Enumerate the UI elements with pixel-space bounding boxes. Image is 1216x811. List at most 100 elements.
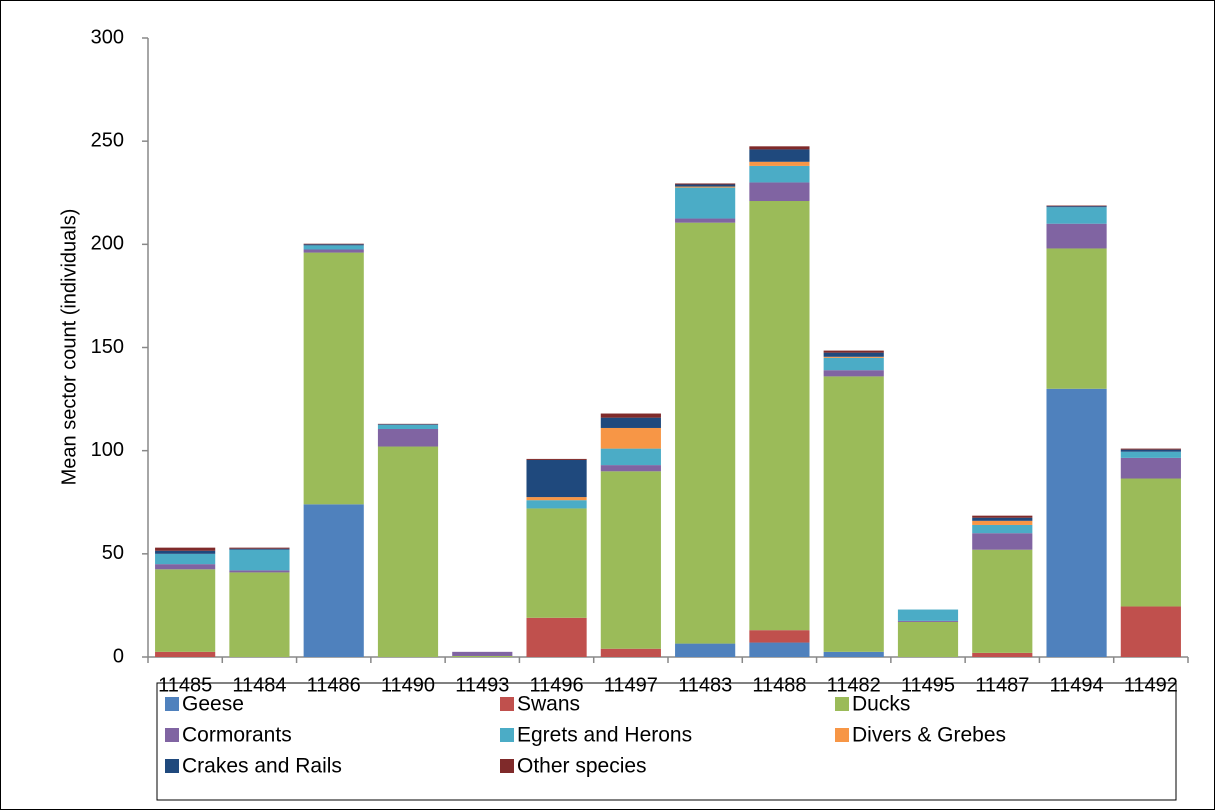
legend-swatch xyxy=(500,697,514,711)
x-tick-label: 11494 xyxy=(1050,674,1104,696)
bar-segment xyxy=(972,652,1033,657)
bar-segment xyxy=(600,648,661,657)
x-tick-label: 11490 xyxy=(381,674,435,696)
bar-segment xyxy=(229,547,290,549)
x-tick-label: 11492 xyxy=(1124,674,1178,696)
legend-text: Crakes and Rails xyxy=(182,755,342,778)
y-tick-label: 100 xyxy=(91,439,124,461)
bar-segment xyxy=(155,569,216,652)
y-tick-label: 200 xyxy=(91,233,124,255)
bar-segment xyxy=(749,165,810,183)
bar-segment xyxy=(303,249,364,253)
bar-segment xyxy=(1120,478,1181,607)
bar-segment xyxy=(155,553,216,565)
bar-segment xyxy=(600,417,661,428)
bar-segment xyxy=(229,572,290,657)
bar-segment xyxy=(749,630,810,643)
bar-segment xyxy=(303,252,364,505)
bar-segment xyxy=(600,413,661,418)
bar-segment xyxy=(675,643,736,657)
bar-segment xyxy=(897,620,959,622)
bar-segment xyxy=(229,548,290,550)
legend-swatch xyxy=(835,697,849,711)
bar-segment xyxy=(377,429,439,447)
bar-segment xyxy=(155,547,216,551)
bar-segment xyxy=(823,370,884,377)
bar-segment xyxy=(229,570,290,573)
bar-segment xyxy=(1046,388,1107,657)
legend-text: Other species xyxy=(517,755,647,778)
bar-segment xyxy=(526,458,587,460)
bar-segment xyxy=(1046,223,1107,249)
bar-segment xyxy=(600,427,661,449)
bar-segment xyxy=(749,149,810,162)
bar-segment xyxy=(1120,606,1181,657)
bar-segment xyxy=(823,376,884,652)
bar-segment xyxy=(452,651,513,656)
legend-box xyxy=(156,682,1177,801)
legend-swatch xyxy=(835,728,849,742)
bar-segment xyxy=(823,356,884,358)
x-tick-label: 11483 xyxy=(678,674,732,696)
bar-segment xyxy=(526,617,587,657)
legend-swatch xyxy=(165,697,179,711)
bar-segment xyxy=(823,651,884,657)
legend-swatch xyxy=(500,728,514,742)
bar-segment xyxy=(749,201,810,631)
bar-segment xyxy=(1046,248,1107,389)
bar-segment xyxy=(229,549,290,571)
y-tick-label: 0 xyxy=(113,645,124,667)
bar-segment xyxy=(897,609,959,621)
bar-segment xyxy=(1120,457,1181,479)
y-tick-label: 300 xyxy=(91,26,124,48)
bar-segment xyxy=(749,182,810,202)
bar-segment xyxy=(675,184,736,187)
bar-segment xyxy=(972,515,1033,518)
bar-segment xyxy=(972,549,1033,653)
y-tick-label: 150 xyxy=(91,336,124,358)
bar-segment xyxy=(823,352,884,357)
bar-segment xyxy=(749,146,810,150)
x-tick-label: 11487 xyxy=(975,674,1029,696)
bar-segment xyxy=(452,655,513,657)
bar-segment xyxy=(155,651,216,657)
bar-segment xyxy=(1120,451,1181,458)
y-axis-label: Mean sector count (individuals) xyxy=(58,209,80,486)
bar-segment xyxy=(749,161,810,166)
legend-text: Cormorants xyxy=(182,724,292,747)
x-tick-label: 11485 xyxy=(158,674,212,696)
bar-segment xyxy=(972,524,1033,534)
x-tick-label: 11488 xyxy=(752,674,806,696)
bar-segment xyxy=(155,550,216,554)
bar-segment xyxy=(377,424,439,425)
bar-segment xyxy=(1046,207,1107,224)
legend-text: Ducks xyxy=(852,693,910,716)
bar-segment xyxy=(1120,449,1181,452)
bar-segment xyxy=(1120,448,1181,450)
bar-segment xyxy=(377,446,439,657)
bar-segment xyxy=(600,465,661,472)
bar-segment xyxy=(675,218,736,223)
x-tick-label: 11495 xyxy=(901,674,955,696)
legend-text: Swans xyxy=(517,693,580,716)
legend-swatch xyxy=(500,759,514,773)
bar-segment xyxy=(600,471,661,649)
bar-segment xyxy=(749,642,810,657)
bar-segment xyxy=(526,508,587,618)
bar-segment xyxy=(1046,206,1107,208)
bar-segment xyxy=(600,448,661,466)
bar-segment xyxy=(155,564,216,570)
bar-segment xyxy=(303,245,364,250)
x-tick-label: 11497 xyxy=(604,674,658,696)
x-tick-label: 11482 xyxy=(827,674,881,696)
y-tick-label: 50 xyxy=(102,542,124,564)
bar-segment xyxy=(303,243,364,245)
bar-segment xyxy=(823,350,884,353)
x-tick-label: 11493 xyxy=(455,674,509,696)
x-tick-label: 11484 xyxy=(232,674,286,696)
bar-segment xyxy=(897,621,959,657)
legend-swatch xyxy=(165,728,179,742)
bar-segment xyxy=(675,183,736,185)
bar-segment xyxy=(303,244,364,246)
